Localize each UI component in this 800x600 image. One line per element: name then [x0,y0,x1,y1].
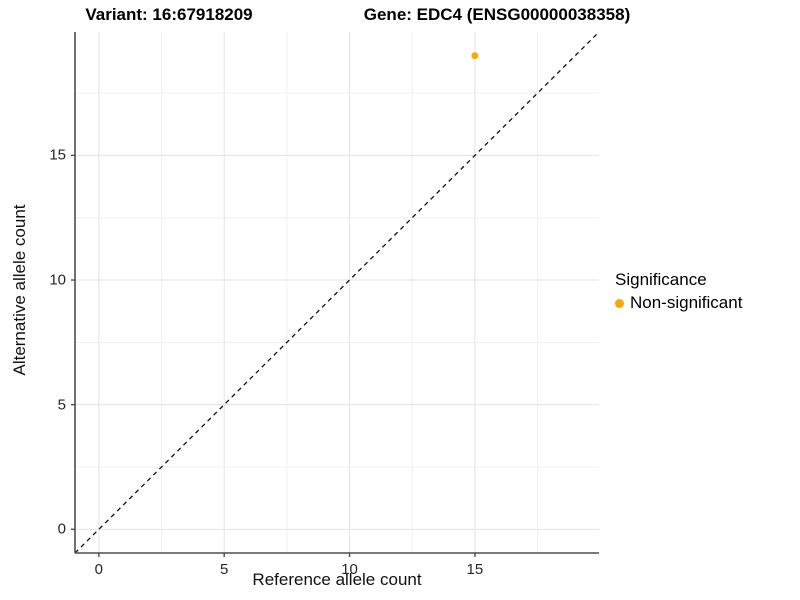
x-tick-label: 10 [341,561,358,578]
legend-item-label: Non-significant [630,293,743,312]
x-tick-label: 15 [466,561,484,578]
y-tick-label: 10 [49,271,66,289]
legend-title: Significance [615,270,707,289]
legend-items: Non-significant [615,293,742,313]
legend-key-dot-icon [615,298,624,308]
legend: Significance Non-significant [615,270,742,313]
x-tick-label: 0 [94,561,103,578]
y-tick-label: 15 [49,146,66,164]
legend-item: Non-significant [615,293,742,313]
x-axis-title: Reference allele count [252,570,422,589]
y-tick-label: 0 [57,520,66,538]
x-tick-label: 5 [220,561,229,578]
identity-dashed-line [74,31,600,554]
data-point [471,52,479,60]
plot-title-variant: Variant: 16:67918209 [85,5,253,24]
plot-title-gene: Gene: EDC4 (ENSG00000038358) [363,5,631,24]
y-tick-label: 5 [57,396,66,414]
